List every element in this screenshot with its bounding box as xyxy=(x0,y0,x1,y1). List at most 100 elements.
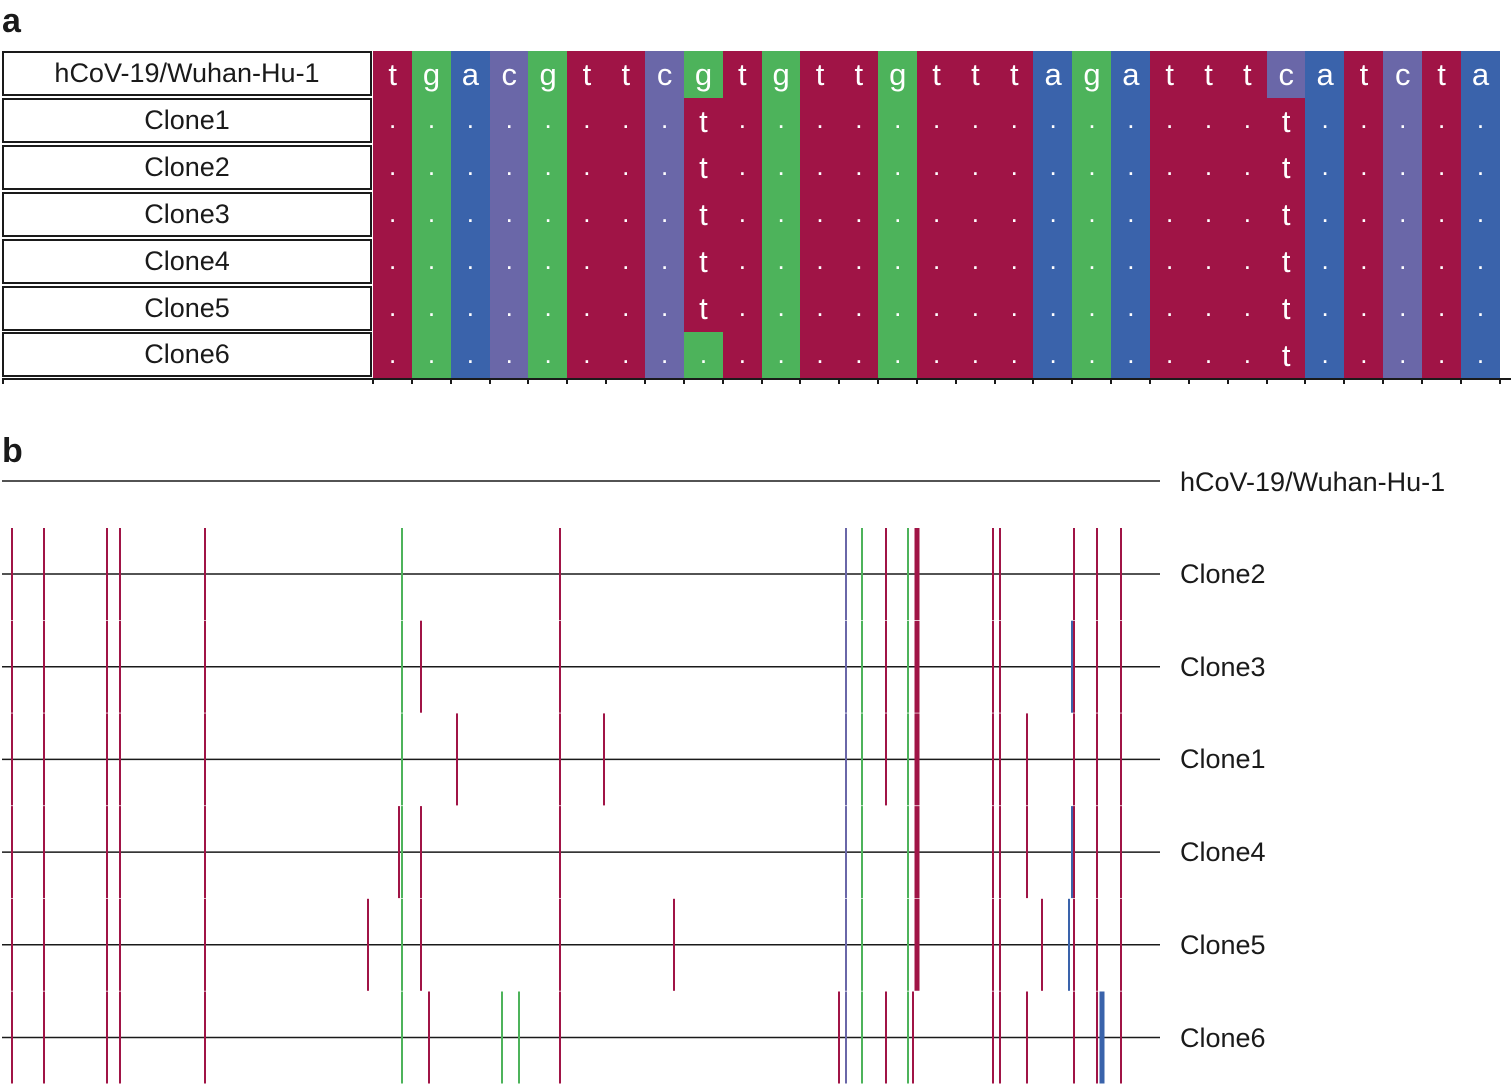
clone-base: . xyxy=(994,285,1034,333)
alignment-tick xyxy=(915,378,918,384)
alignment-tick xyxy=(410,378,413,384)
clone-base: . xyxy=(1188,144,1229,193)
reference-base: t xyxy=(839,51,879,99)
clone-base: . xyxy=(955,144,996,193)
clone-base: . xyxy=(1344,285,1384,333)
alignment-tick xyxy=(1498,378,1501,384)
reference-base: a xyxy=(1305,51,1345,99)
clone-base: . xyxy=(450,97,491,146)
clone-base: . xyxy=(489,97,529,146)
clone-base: . xyxy=(916,144,957,193)
clone-base: . xyxy=(411,97,452,146)
alignment-tick xyxy=(449,378,452,384)
clone-base: . xyxy=(839,285,879,333)
clone-base: . xyxy=(1383,144,1423,193)
clone-base: . xyxy=(567,191,607,240)
clone-base: . xyxy=(955,285,996,333)
clone-base: . xyxy=(489,285,529,333)
clone-base: . xyxy=(373,144,413,193)
clone-base: . xyxy=(761,238,801,286)
alignment-tick xyxy=(682,378,685,384)
clone-name: Clone1 xyxy=(2,97,372,143)
clone-base: . xyxy=(450,144,491,193)
clone-base: . xyxy=(411,332,452,380)
alignment-tick xyxy=(605,378,608,384)
clone-base: . xyxy=(373,238,413,286)
clone-base: . xyxy=(1421,238,1462,286)
clone-base: . xyxy=(839,238,879,286)
clone-base: . xyxy=(1383,238,1423,286)
alignment-baseline xyxy=(2,378,1511,380)
clone-base: . xyxy=(916,97,957,146)
alignment-tick xyxy=(799,378,802,384)
clone-base: . xyxy=(1072,97,1112,146)
clone-base: . xyxy=(761,191,801,240)
reference-base: g xyxy=(761,51,801,99)
alignment-tick xyxy=(1032,378,1035,384)
clone-base: . xyxy=(994,332,1034,380)
reference-base: t xyxy=(567,51,607,99)
clone-base: . xyxy=(1150,191,1190,240)
reference-base: t xyxy=(1344,51,1384,99)
clone-name: Clone4 xyxy=(2,238,372,284)
clone-base: . xyxy=(567,97,607,146)
clone-base: . xyxy=(450,332,491,380)
clone-base: . xyxy=(916,332,957,380)
clone-base: t xyxy=(1266,191,1306,240)
clone-base: . xyxy=(1033,238,1073,286)
clone-base: . xyxy=(528,238,568,286)
clone-base: . xyxy=(606,238,646,286)
clone-base: . xyxy=(373,191,413,240)
reference-base: t xyxy=(955,51,996,99)
clone-base: . xyxy=(1111,144,1151,193)
clone-base: . xyxy=(1033,285,1073,333)
clone-base: . xyxy=(644,238,685,286)
clone-base: . xyxy=(606,97,646,146)
clone-base: . xyxy=(1188,285,1229,333)
clone-base: . xyxy=(450,191,491,240)
clone-base: . xyxy=(722,144,762,193)
clone-base: . xyxy=(800,97,840,146)
alignment-tick xyxy=(2,378,4,384)
clone-base: . xyxy=(1305,191,1345,240)
clone-base: t xyxy=(683,97,724,146)
clone-base: . xyxy=(1111,332,1151,380)
clone-base: . xyxy=(800,238,840,286)
clone-base: . xyxy=(722,285,762,333)
clone-base: . xyxy=(644,285,685,333)
clone-base: . xyxy=(1460,238,1501,286)
clone-name: Clone5 xyxy=(2,285,372,331)
clone-base: . xyxy=(411,191,452,240)
reference-base: t xyxy=(1421,51,1462,99)
clone-base: . xyxy=(1150,144,1190,193)
clone-base: . xyxy=(1188,97,1229,146)
clone-base: . xyxy=(761,144,801,193)
clone-base: . xyxy=(722,97,762,146)
clone-base: . xyxy=(567,144,607,193)
alignment-tick xyxy=(1226,378,1229,384)
clone-base: . xyxy=(1227,238,1268,286)
clone-base: . xyxy=(606,332,646,380)
clone-base: . xyxy=(606,144,646,193)
clone-base: t xyxy=(683,285,724,333)
clone-base: . xyxy=(1383,97,1423,146)
clone-base: . xyxy=(1344,97,1384,146)
clone-base: . xyxy=(1188,191,1229,240)
clone-track-label: Clone6 xyxy=(1180,1022,1266,1053)
reference-base: g xyxy=(1072,51,1112,99)
reference-base: g xyxy=(878,51,918,99)
alignment-tick xyxy=(993,378,996,384)
clone-base: . xyxy=(1150,285,1190,333)
clone-base: . xyxy=(489,144,529,193)
alignment-tick xyxy=(1149,378,1151,384)
clone-base: . xyxy=(567,238,607,286)
clone-base: . xyxy=(722,332,762,380)
clone-track-label: Clone4 xyxy=(1180,837,1266,868)
clone-base: . xyxy=(1421,97,1462,146)
clone-base: . xyxy=(1033,332,1073,380)
clone-base: . xyxy=(1072,191,1112,240)
clone-base: . xyxy=(761,97,801,146)
alignment-tick xyxy=(1382,378,1385,384)
clone-base: . xyxy=(994,238,1034,286)
clone-base: . xyxy=(800,332,840,380)
